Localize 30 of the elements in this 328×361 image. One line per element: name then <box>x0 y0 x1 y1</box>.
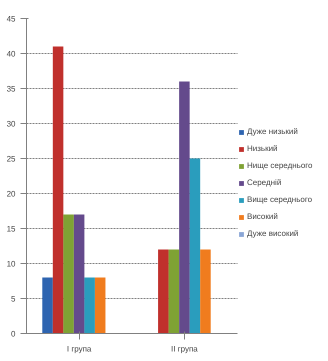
legend-label: Низький <box>247 144 278 153</box>
bar <box>84 278 95 334</box>
legend-label: Дуже високий <box>247 229 298 238</box>
bar <box>179 82 190 334</box>
y-tick-label: 35 <box>6 84 16 94</box>
bar <box>63 214 74 334</box>
legend-label: Високий <box>247 212 278 221</box>
y-tick-label: 45 <box>6 14 16 24</box>
y-tick-label: 5 <box>11 294 16 304</box>
x-tick-label: I група <box>66 344 92 354</box>
bar <box>158 250 169 334</box>
bar <box>190 158 200 334</box>
bar <box>94 278 106 334</box>
legend-label: Вище середнього <box>247 195 312 204</box>
legend-label: Дуже низький <box>247 127 298 136</box>
bar <box>42 278 53 334</box>
bar <box>74 214 84 334</box>
y-tick-label: 25 <box>6 154 16 164</box>
x-tick-label: II група <box>171 344 198 354</box>
legend-label: Нище середнього <box>247 161 312 170</box>
y-tick-label: 10 <box>6 260 16 268</box>
bar <box>52 46 64 334</box>
legend-label: Середній <box>247 178 282 187</box>
y-tick-label: 15 <box>6 224 16 234</box>
y-tick-label: 0 <box>11 330 16 338</box>
bar <box>168 250 180 334</box>
bar <box>200 250 211 334</box>
y-tick-label: 30 <box>6 120 16 128</box>
y-tick-label: 20 <box>6 190 16 198</box>
y-tick-label: 40 <box>6 50 16 58</box>
